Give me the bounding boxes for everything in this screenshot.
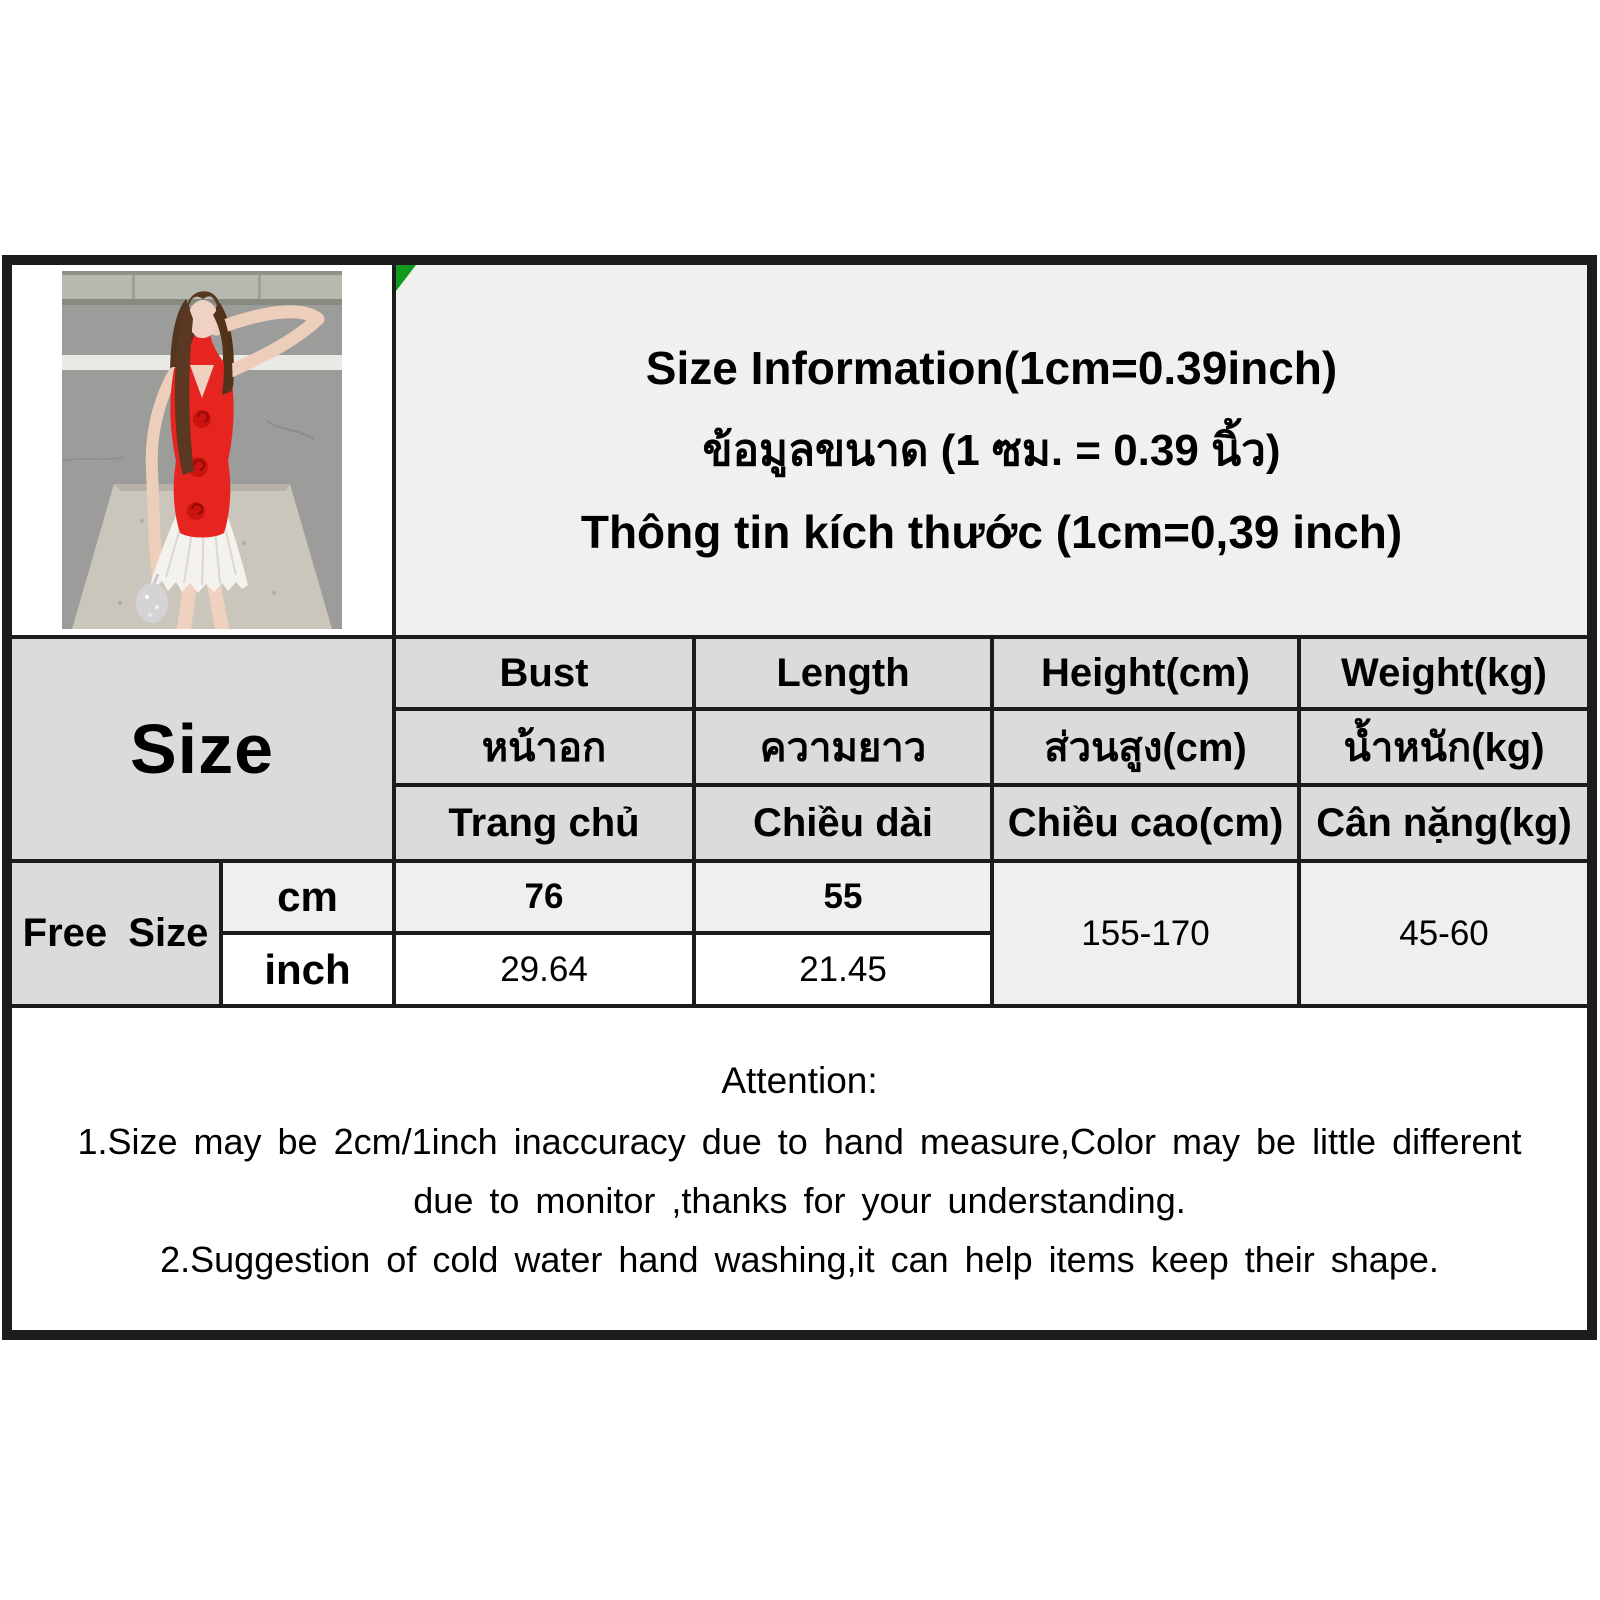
col-header-weight-en: Weight(kg) [1297, 635, 1591, 711]
col-header-bust-th: หน้าอก [392, 707, 696, 787]
product-photo-cell [8, 261, 396, 639]
attention-section: Attention: 1.Size may be 2cm/1inch inacc… [8, 1004, 1591, 1334]
col-header-length-th: ความยาว [692, 707, 994, 787]
size-header-cell: Size [8, 635, 396, 863]
value-weight: 45-60 [1297, 859, 1591, 1008]
col-header-weight-th: น้ำหนัก(kg) [1297, 707, 1591, 787]
title-line-vi: Thông tin kích thước (1cm=0,39 inch) [580, 506, 1403, 558]
title-line-th: ข้อมูลขนาด (1 ซม. = 0.39 นิ้ว) [702, 426, 1281, 475]
col-header-bust-en: Bust [392, 635, 696, 711]
value-bust-cm: 76 [392, 859, 696, 935]
attention-line-3: 2.Suggestion of cold water hand washing,… [160, 1238, 1439, 1280]
value-length-inch: 21.45 [692, 931, 994, 1008]
unit-label-cm: cm [219, 859, 396, 935]
value-bust-inch: 29.64 [392, 931, 696, 1008]
col-header-bust-vi: Trang chủ [392, 783, 696, 863]
col-header-length-vi: Chiều dài [692, 783, 994, 863]
title-panel: Size Information(1cm=0.39inch) ข้อมูลขนา… [392, 261, 1591, 639]
size-table: Size Information(1cm=0.39inch) ข้อมูลขนา… [8, 261, 1591, 1334]
col-header-height-vi: Chiều cao(cm) [990, 783, 1301, 863]
value-length-cm: 55 [692, 859, 994, 935]
corner-marker-icon [398, 267, 416, 291]
col-header-weight-vi: Cân nặng(kg) [1297, 783, 1591, 863]
size-sheet: Size Information(1cm=0.39inch) ข้อมูลขนา… [2, 255, 1597, 1340]
unit-label-inch: inch [219, 931, 396, 1008]
col-header-length-en: Length [692, 635, 994, 711]
col-header-height-th: ส่วนสูง(cm) [990, 707, 1301, 787]
attention-heading: Attention: [721, 1059, 878, 1101]
product-photo [62, 271, 342, 629]
title-line-en: Size Information(1cm=0.39inch) [645, 342, 1338, 394]
col-header-height-en: Height(cm) [990, 635, 1301, 711]
value-height: 155-170 [990, 859, 1301, 1008]
model-illustration [62, 271, 342, 629]
attention-line-2: due to monitor ,thanks for your understa… [413, 1179, 1186, 1221]
size-row-label: Free Size [8, 859, 223, 1008]
attention-line-1: 1.Size may be 2cm/1inch inaccuracy due t… [77, 1120, 1522, 1162]
